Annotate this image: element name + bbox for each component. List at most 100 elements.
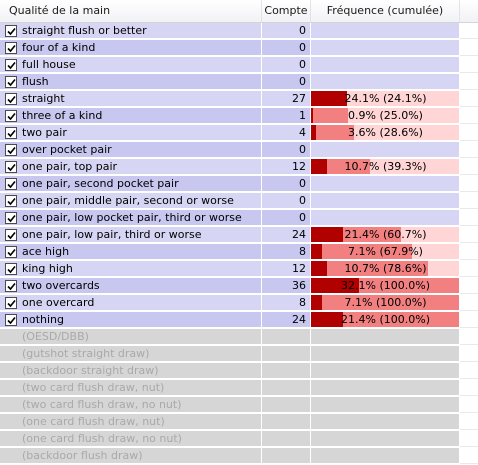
frequency-cell [311,176,460,192]
table-row[interactable]: one overcard 8 7.1% (100.0%) [0,295,478,312]
column-header-count[interactable]: Compte [262,0,311,22]
table-row[interactable]: straight flush or better 0 [0,23,478,40]
hand-quality-cell: straight [0,91,262,107]
table-row[interactable]: over pocket pair 0 [0,142,478,159]
hand-quality-cell: one pair, middle pair, second or worse [0,193,262,209]
row-checkbox[interactable] [5,59,17,71]
hand-quality-label: one pair, middle pair, second or worse [22,194,234,207]
row-checkbox[interactable] [5,280,17,292]
hand-quality-label: straight flush or better [22,24,147,37]
count-cell [262,329,311,345]
row-checkbox[interactable] [5,110,17,122]
table-row[interactable]: two overcards 36 32.1% (100.0%) [0,278,478,295]
frequency-bar [311,295,322,310]
table-row[interactable]: (one card flush draw, no nut) [0,431,478,448]
grid-header: Qualité de la main Compte Fréquence (cum… [0,0,478,23]
table-row[interactable]: (two card flush draw, no nut) [0,397,478,414]
frequency-cell [311,380,460,396]
table-row[interactable]: flush 0 [0,74,478,91]
frequency-cell: 24.1% (24.1%) [311,91,460,107]
row-checkbox[interactable] [5,229,17,241]
filler-cell [460,193,478,209]
hand-quality-label: (gutshot straight draw) [22,347,150,360]
row-checkbox[interactable] [5,25,17,37]
hand-quality-cell: (OESD/DBB) [0,329,262,345]
hand-quality-cell: ace high [0,244,262,260]
table-row[interactable]: (backdoor straight draw) [0,363,478,380]
row-checkbox[interactable] [5,297,17,309]
hand-quality-label: one overcard [22,296,95,309]
checkmark-icon [7,163,16,172]
table-row[interactable]: (OESD/DBB) [0,329,478,346]
table-row[interactable]: two pair 4 3.6% (28.6%) [0,125,478,142]
table-row[interactable]: (two card flush draw, nut) [0,380,478,397]
filler-cell [460,108,478,124]
table-row[interactable]: nothing 24 21.4% (100.0%) [0,312,478,329]
row-checkbox[interactable] [5,212,17,224]
count-cell: 0 [262,23,311,39]
checkmark-icon [7,180,16,189]
table-row[interactable]: one pair, second pocket pair 0 [0,176,478,193]
table-row[interactable]: full house 0 [0,57,478,74]
table-row[interactable]: (gutshot straight draw) [0,346,478,363]
row-checkbox[interactable] [5,76,17,88]
table-row[interactable]: ace high 8 7.1% (67.9%) [0,244,478,261]
row-checkbox[interactable] [5,314,17,326]
count-cell: 12 [262,261,311,277]
table-row[interactable]: (one card flush draw, nut) [0,414,478,431]
checkmark-icon [7,214,16,223]
table-row[interactable]: straight 27 24.1% (24.1%) [0,91,478,108]
row-checkbox[interactable] [5,93,17,105]
frequency-cell: 10.7% (78.6%) [311,261,460,277]
row-checkbox[interactable] [5,144,17,156]
hand-quality-label: (one card flush draw, nut) [22,415,165,428]
row-checkbox[interactable] [5,42,17,54]
row-checkbox[interactable] [5,246,17,258]
hand-quality-label: (backdoor straight draw) [22,364,159,377]
count-cell: 27 [262,91,311,107]
hand-quality-label: two overcards [22,279,100,292]
filler-cell [460,210,478,226]
hand-quality-label: straight [22,92,65,105]
frequency-cell [311,210,460,226]
column-header-filler [460,0,478,22]
row-checkbox[interactable] [5,161,17,173]
row-checkbox[interactable] [5,263,17,275]
hand-quality-label: one pair, second pocket pair [22,177,179,190]
frequency-text: 21.4% (100.0%) [341,313,430,326]
count-cell [262,431,311,447]
row-checkbox[interactable] [5,178,17,190]
hand-quality-label: flush [22,75,49,88]
table-row[interactable]: one pair, top pair 12 10.7% (39.3%) [0,159,478,176]
frequency-cell: 21.4% (60.7%) [311,227,460,243]
frequency-cell [311,23,460,39]
frequency-cell [311,346,460,362]
count-cell: 0 [262,40,311,56]
table-row[interactable]: one pair, middle pair, second or worse 0 [0,193,478,210]
table-row[interactable]: three of a kind 1 0.9% (25.0%) [0,108,478,125]
count-cell: 36 [262,278,311,294]
table-row[interactable]: one pair, low pocket pair, third or wors… [0,210,478,227]
cumulative-frequency-bar [311,244,412,259]
row-checkbox[interactable] [5,195,17,207]
table-row[interactable]: four of a kind 0 [0,40,478,57]
checkmark-icon [7,61,16,70]
column-header-frequency[interactable]: Fréquence (cumulée) [311,0,460,22]
frequency-text: 24.1% (24.1%) [344,92,427,105]
count-cell: 12 [262,159,311,175]
column-header-hand-quality[interactable]: Qualité de la main [0,0,262,22]
hand-quality-label: one pair, low pair, third or worse [22,228,202,241]
table-row[interactable]: (backdoor flush draw) [0,448,478,465]
table-row[interactable]: king high 12 10.7% (78.6%) [0,261,478,278]
frequency-cell [311,448,460,464]
row-checkbox[interactable] [5,127,17,139]
frequency-text: 3.6% (28.6%) [348,126,423,139]
count-cell [262,448,311,464]
table-row[interactable]: one pair, low pair, third or worse 24 21.4… [0,227,478,244]
filler-cell [460,329,478,345]
grid-rows: straight flush or better 0 four of a kind 0… [0,23,478,465]
cumulative-frequency-bar [311,108,348,123]
hand-quality-cell: over pocket pair [0,142,262,158]
frequency-cell [311,142,460,158]
